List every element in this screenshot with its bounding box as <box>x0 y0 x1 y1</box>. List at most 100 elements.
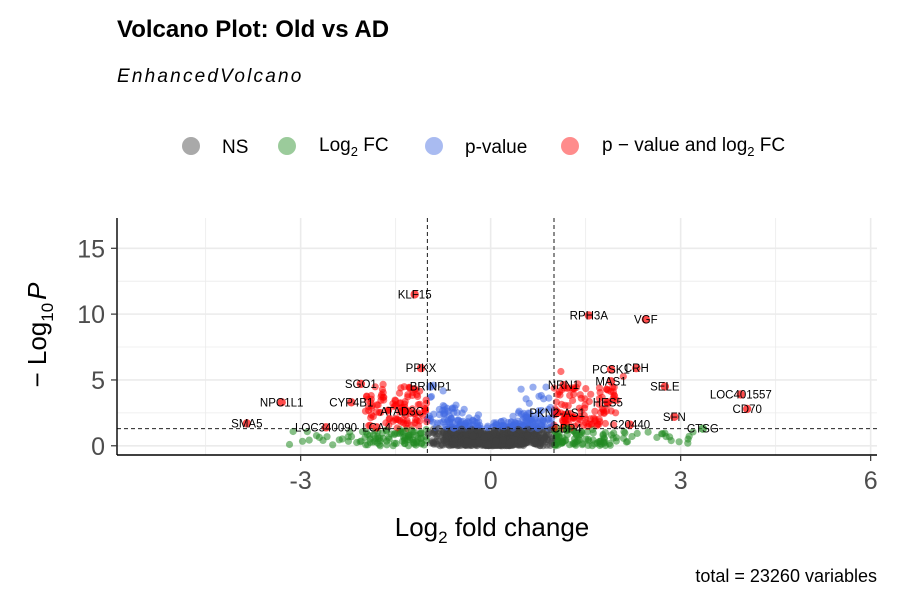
axes <box>116 218 877 456</box>
data-point <box>303 428 311 436</box>
gene-point <box>347 398 356 407</box>
data-point <box>419 411 427 419</box>
tick-labels: -3 0 3 6 0 5 10 15 <box>77 235 877 495</box>
data-point <box>556 391 564 399</box>
legend-label-pvalue: p-value <box>465 137 527 158</box>
gene-label: PPKX <box>406 363 437 375</box>
data-point <box>389 442 397 450</box>
data-point <box>541 433 549 441</box>
data-point <box>448 418 457 426</box>
data-point <box>371 383 379 391</box>
data-point <box>441 409 449 417</box>
y-tick-label: 10 <box>77 301 105 329</box>
data-point <box>569 415 577 423</box>
data-point <box>285 440 294 449</box>
gene-point <box>410 290 419 299</box>
data-point <box>619 372 627 381</box>
gene-point <box>584 311 594 320</box>
data-point <box>373 401 381 409</box>
data-point <box>463 430 471 438</box>
data-point <box>414 422 423 430</box>
data-point <box>595 384 604 392</box>
chart-title: Volcano Plot: Old vs AD <box>117 16 390 43</box>
data-point <box>535 407 543 415</box>
data-point <box>524 432 532 440</box>
data-point <box>582 385 590 393</box>
data-point <box>363 392 371 400</box>
data-point <box>490 419 498 427</box>
gene-label: BRINP1 <box>410 382 452 394</box>
legend-label-ns: NS <box>222 137 248 158</box>
legend-label-pvalue-and-log2fc: p − value and log2 FC <box>602 135 785 159</box>
data-point <box>586 415 594 423</box>
data-point <box>559 438 567 446</box>
data-point <box>598 393 606 401</box>
legend-label-log2fc: Log2 FC <box>319 135 389 159</box>
data-point <box>517 385 525 393</box>
y-tick-label: 0 <box>91 433 105 461</box>
x-axis-title: Log2 fold change <box>395 512 590 547</box>
data-point <box>410 410 418 418</box>
data-point <box>581 395 589 403</box>
data-point <box>353 438 361 447</box>
gene-label: CYP4B1 <box>329 397 373 409</box>
data-point <box>500 423 508 431</box>
data-point <box>439 428 447 436</box>
data-point <box>570 390 578 398</box>
data-point <box>384 406 392 414</box>
gene-label: ATAD3C <box>380 407 424 419</box>
gene-point <box>606 365 616 374</box>
gene-point <box>562 424 571 433</box>
gene-point <box>426 382 435 391</box>
data-point <box>373 439 381 447</box>
data-point <box>509 424 517 432</box>
gene-point <box>606 377 616 386</box>
data-point <box>509 412 517 420</box>
data-point <box>429 418 437 426</box>
data-point <box>546 441 554 449</box>
legend-key-pvalue-and-log2fc <box>561 137 579 155</box>
data-point <box>591 407 599 415</box>
data-point <box>366 421 374 429</box>
data-point <box>463 437 471 445</box>
data-point <box>412 416 420 424</box>
gene-label: VGF <box>634 314 658 326</box>
data-point <box>628 432 636 441</box>
data-point <box>358 428 367 436</box>
data-point <box>581 404 589 412</box>
legend-key-ns <box>182 137 200 155</box>
data-point <box>607 431 616 439</box>
gene-label: NPC1L1 <box>260 397 303 409</box>
data-point <box>605 440 614 448</box>
data-point <box>346 428 354 436</box>
gene-label: C20440 <box>610 420 650 432</box>
data-point <box>397 384 405 392</box>
gene-label: KLF15 <box>398 289 432 301</box>
x-tick-label: 0 <box>484 467 498 495</box>
data-point <box>533 441 541 449</box>
gene-label: LOC401557 <box>710 389 772 401</box>
data-point <box>619 434 628 442</box>
data-point <box>382 419 390 427</box>
gene-point <box>742 404 752 414</box>
data-point <box>379 380 387 388</box>
data-point <box>433 432 441 440</box>
data-point <box>344 437 352 445</box>
data-point <box>380 396 388 404</box>
data-point <box>406 433 414 441</box>
data-point <box>522 412 530 420</box>
gene-point <box>397 407 407 416</box>
gene-point <box>242 419 252 428</box>
data-point <box>522 419 531 427</box>
gene-point <box>416 363 426 373</box>
gene-label: LOC340090 <box>295 422 357 434</box>
data-point <box>578 429 586 437</box>
data-point <box>610 391 618 399</box>
data-point <box>604 386 612 394</box>
gene-label: RPH3A <box>570 310 609 322</box>
gene-label: CTSG <box>687 424 719 436</box>
data-point <box>653 433 661 441</box>
data-point <box>612 409 620 417</box>
data-point <box>424 430 432 438</box>
